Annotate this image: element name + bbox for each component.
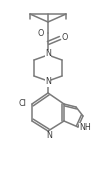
Text: O: O [62, 33, 68, 41]
Text: N: N [45, 49, 51, 58]
Text: Cl: Cl [18, 100, 26, 108]
Text: O: O [38, 28, 44, 37]
Text: NH: NH [79, 123, 91, 132]
Text: N: N [46, 132, 52, 140]
Text: N: N [45, 77, 51, 87]
